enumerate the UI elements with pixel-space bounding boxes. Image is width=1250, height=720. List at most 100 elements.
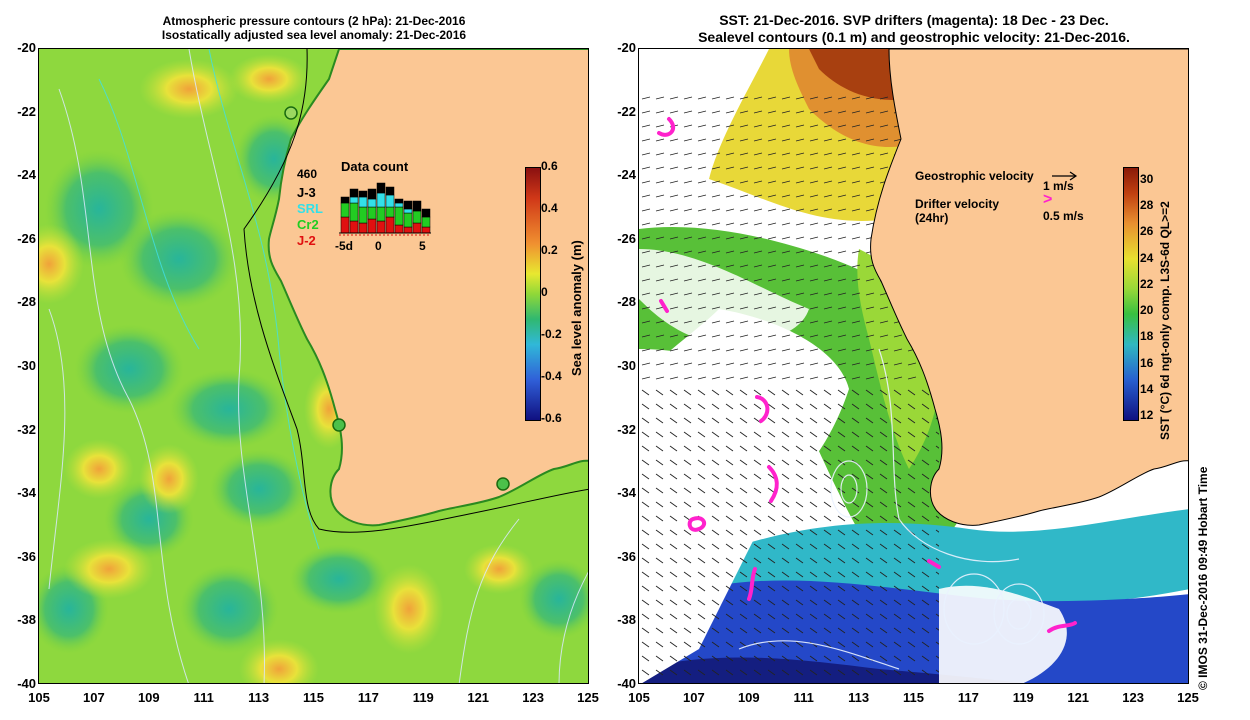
data-count-bar-segment <box>385 216 395 234</box>
left-cb-tick-6: -0.6 <box>541 411 562 425</box>
data-count-bar-segment <box>349 202 359 222</box>
left-map: 460 Data count J-3 SRL Cr2 J-2 -5d 0 5 <box>38 48 589 684</box>
right-cb-tick-0: 30 <box>1140 172 1154 186</box>
right-map-graphic <box>639 49 1188 683</box>
data-count-bar-segment <box>403 208 413 214</box>
left-x-tick-0: 105 <box>28 690 50 705</box>
left-y-tick-6: -32 <box>17 421 36 437</box>
left-x-tick-4: 113 <box>248 690 270 705</box>
data-count-bar-segment <box>394 206 404 226</box>
left-y-tick-9: -38 <box>17 612 36 628</box>
geo-velocity-unit: 1 m/s <box>1043 179 1074 193</box>
left-y-tick-0: -20 <box>17 40 36 55</box>
data-count-bar-segment <box>385 186 395 196</box>
left-y-tick-7: -34 <box>17 485 36 501</box>
left-map-graphic <box>39 49 588 683</box>
data-count-bar-segment <box>349 188 359 198</box>
data-count-source-j-3: J-3 <box>297 185 316 200</box>
right-y-tick-1: -22 <box>617 103 636 119</box>
data-count-bar-segment <box>358 222 368 234</box>
right-x-tick-1: 107 <box>683 690 705 705</box>
left-x-tick-9: 123 <box>522 690 544 705</box>
data-count-bar-segment <box>394 198 404 204</box>
left-x-tick-3: 111 <box>193 690 214 705</box>
data-count-bar-segment <box>358 190 368 198</box>
right-x-tick-3: 111 <box>793 690 814 705</box>
drifter-velocity-sub: (24hr) <box>915 211 949 225</box>
right-cb-tick-2: 26 <box>1140 224 1154 239</box>
data-count-bar-segment <box>403 200 413 210</box>
data-count-bar-segment <box>358 206 368 224</box>
left-x-tick-10: 125 <box>577 690 599 705</box>
data-count-bar-segment <box>385 194 395 208</box>
data-count-bar-segment <box>403 226 413 234</box>
data-count-bar-segment <box>412 210 422 224</box>
right-x-tick-2: 109 <box>737 690 760 705</box>
right-cb-tick-7: 16 <box>1140 355 1154 370</box>
right-cb-tick-1: 28 <box>1140 198 1154 213</box>
right-title-line2: Sealevel contours (0.1 m) and geostrophi… <box>698 29 1130 45</box>
geo-velocity-arrow-icon <box>1052 171 1078 181</box>
right-cb-tick-8: 14 <box>1140 381 1154 396</box>
left-land <box>267 49 588 527</box>
data-count-xlabel-1: 0 <box>375 239 382 253</box>
right-y-tick-6: -32 <box>617 421 636 437</box>
right-land <box>870 49 1188 526</box>
right-x-tick-7: 119 <box>1012 690 1034 705</box>
left-x-tick-8: 121 <box>467 690 490 705</box>
geo-velocity-label: Geostrophic velocity <box>915 169 1034 183</box>
data-count-bar-segment <box>340 216 350 234</box>
data-count-bar-segment <box>421 208 431 218</box>
left-y-tick-4: -28 <box>17 294 36 310</box>
right-title: SST: 21-Dec-2016. SVP drifters (magenta)… <box>640 12 1188 46</box>
left-cb-tick-1: 0.4 <box>541 201 558 215</box>
credit-text: © IMOS 31-Dec-2016 09:49 Hobart Time <box>1196 466 1210 690</box>
left-cb-tick-3: 0 <box>541 285 548 299</box>
data-count-bar-segment <box>421 216 431 228</box>
data-count-bar-segment <box>367 188 377 200</box>
data-count-bar-segment <box>340 202 350 218</box>
right-x-tick-5: 115 <box>903 690 924 705</box>
left-x-tick-6: 117 <box>357 690 379 705</box>
left-y-tick-2: -24 <box>17 167 36 183</box>
left-x-tick-1: 107 <box>83 690 105 705</box>
left-cb-tick-5: -0.4 <box>541 369 562 383</box>
left-title: Atmospheric pressure contours (2 hPa): 2… <box>40 14 588 42</box>
right-colorbar <box>1123 167 1139 421</box>
right-y-tick-3: -26 <box>617 230 636 246</box>
data-count-bar-segment <box>358 196 368 208</box>
right-y-tick-7: -34 <box>617 485 636 501</box>
right-map: Geostrophic velocity 1 m/s Drifter veloc… <box>638 48 1189 684</box>
right-x-tick-0: 105 <box>628 690 650 705</box>
right-y-tick-0: -20 <box>617 40 636 55</box>
data-count-bar-segment <box>367 198 377 208</box>
right-y-tick-8: -36 <box>617 548 636 564</box>
right-x-tick-9: 123 <box>1122 690 1144 705</box>
left-y-tick-8: -36 <box>17 548 36 564</box>
right-cb-tick-3: 24 <box>1140 250 1154 265</box>
data-count-bar-segment <box>376 206 386 222</box>
data-count-xlabel-2: 5 <box>419 239 426 253</box>
data-count-bar-segment <box>421 226 431 234</box>
right-title-line1: SST: 21-Dec-2016. SVP drifters (magenta)… <box>719 12 1109 28</box>
drifter-velocity-unit: 0.5 m/s <box>1043 209 1084 223</box>
data-count-title: Data count <box>341 159 409 174</box>
data-count-bar-segment <box>376 182 386 194</box>
left-cb-tick-4: -0.2 <box>541 327 562 341</box>
data-count-inset: 460 Data count J-3 SRL Cr2 J-2 -5d 0 5 <box>295 157 455 253</box>
data-count-bar-segment <box>367 206 377 220</box>
left-x-tick-5: 115 <box>303 690 324 705</box>
left-cb-tick-0: 0.6 <box>541 159 558 173</box>
left-title-line1: Atmospheric pressure contours (2 hPa): 2… <box>162 14 466 28</box>
data-count-bar-segment <box>394 202 404 208</box>
data-count-bar-segment <box>367 218 377 234</box>
data-count-source-cr2: Cr2 <box>297 217 319 232</box>
right-y-tick-10: -40 <box>617 676 636 691</box>
data-count-bar-segment <box>412 200 422 212</box>
right-x-tick-8: 121 <box>1067 690 1090 705</box>
data-count-bar-segment <box>412 222 422 234</box>
left-x-tick-7: 119 <box>412 690 434 705</box>
data-count-xlabel-0: -5d <box>335 239 353 253</box>
data-count-bar-segment <box>340 196 350 204</box>
right-y-tick-4: -28 <box>617 294 636 310</box>
